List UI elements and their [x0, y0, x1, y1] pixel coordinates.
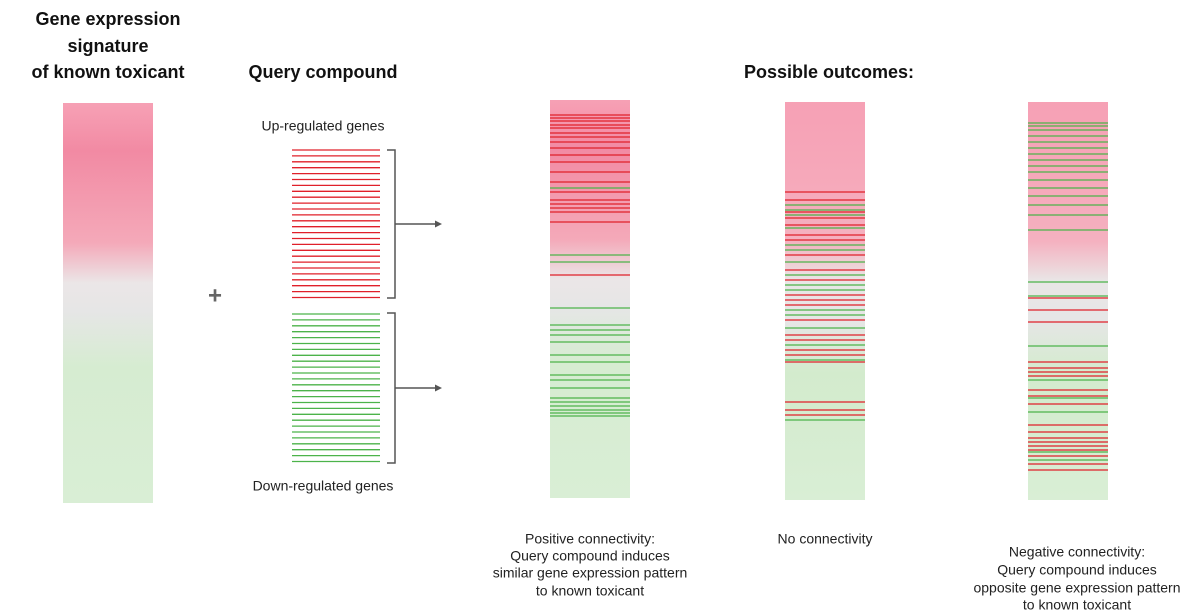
plus-sign: + — [208, 282, 222, 309]
up-label: Up-regulated genes — [262, 118, 385, 134]
caption: similar gene expression pattern — [493, 565, 688, 581]
caption: No connectivity — [778, 531, 873, 547]
arrow-heads — [435, 220, 442, 392]
down-label: Down-regulated genes — [253, 478, 394, 494]
bracket — [387, 312, 396, 464]
captions: Positive connectivity: Query compound in… — [493, 531, 1181, 612]
caption: Query compound induces — [997, 562, 1157, 578]
title-line: Gene expression — [35, 9, 180, 29]
brackets — [387, 149, 436, 464]
title-line: signature — [67, 36, 148, 56]
outcome-bar — [550, 100, 630, 498]
outcome-bar — [785, 102, 865, 500]
caption: opposite gene expression pattern — [973, 580, 1180, 596]
caption: Positive connectivity: — [525, 531, 655, 547]
caption: to known toxicant — [536, 583, 644, 599]
outcome-bar — [1028, 102, 1108, 500]
caption: Query compound induces — [510, 548, 670, 564]
query-title: Query compound — [248, 62, 397, 82]
outcomes-title: Possible outcomes: — [744, 62, 914, 82]
bracket — [387, 149, 396, 299]
signature-title: Gene expression signature of known toxic… — [32, 9, 185, 82]
signature-bar — [63, 103, 153, 503]
title-line: of known toxicant — [32, 62, 185, 82]
caption: to known toxicant — [1023, 597, 1131, 612]
caption: Negative connectivity: — [1009, 544, 1145, 560]
